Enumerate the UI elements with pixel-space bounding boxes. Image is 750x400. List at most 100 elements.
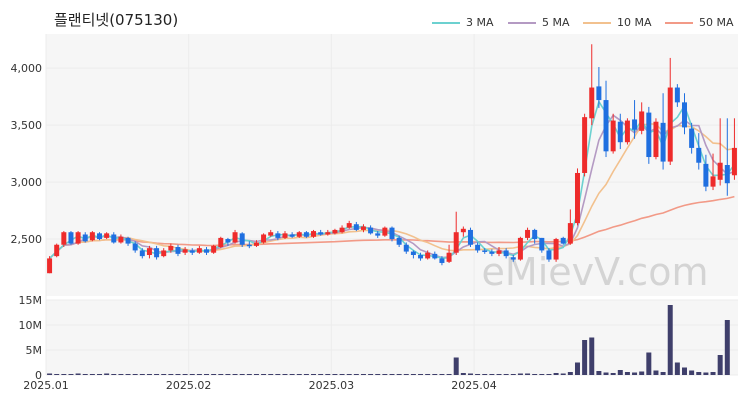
- candle-body: [318, 232, 324, 235]
- candle-body: [546, 250, 552, 260]
- candle-body: [225, 239, 231, 243]
- candle-body: [689, 128, 695, 148]
- candle-body: [54, 244, 60, 257]
- volume-bar: [211, 374, 217, 375]
- candle-body: [232, 232, 238, 243]
- candle-body: [589, 87, 595, 119]
- candle-body: [89, 232, 95, 241]
- candle-body: [253, 242, 259, 246]
- date-tick-label: 2025.03: [309, 379, 355, 392]
- volume-bar: [589, 337, 595, 375]
- candle-body: [339, 227, 345, 233]
- volume-bar: [68, 374, 74, 375]
- volume-bar: [346, 374, 352, 375]
- volume-tick-label: 10M: [19, 319, 43, 332]
- legend-label: 5 MA: [542, 16, 570, 29]
- legend-ma50: 50 MA: [665, 16, 734, 29]
- volume-bar: [539, 374, 545, 375]
- volume-bar: [689, 370, 695, 375]
- volume-bar: [389, 374, 395, 375]
- candle-body: [196, 248, 202, 253]
- volume-bar: [574, 362, 580, 375]
- candle-body: [632, 119, 638, 130]
- volume-plot-area: [46, 300, 738, 375]
- candle-body: [246, 244, 252, 247]
- candle-body: [489, 251, 495, 254]
- volume-bar: [161, 374, 167, 375]
- candle-body: [660, 122, 666, 162]
- candle-body: [410, 251, 416, 255]
- candle-body: [125, 237, 131, 244]
- volume-bar: [617, 370, 623, 375]
- candle-body: [482, 250, 488, 252]
- volume-bar: [175, 374, 181, 375]
- candle-body: [653, 121, 659, 158]
- candle-body: [610, 120, 616, 152]
- volume-bar: [667, 305, 673, 375]
- volume-bar: [425, 374, 431, 375]
- candle-body: [332, 229, 338, 234]
- volume-bar: [517, 373, 523, 375]
- volume-bar: [724, 320, 730, 375]
- candle-body: [139, 250, 145, 257]
- volume-bar: [168, 374, 174, 375]
- volume-bar: [717, 355, 723, 375]
- candle-body: [111, 234, 117, 243]
- candle-body: [346, 223, 352, 228]
- candle-body: [603, 100, 609, 152]
- volume-bar: [596, 371, 602, 375]
- volume-bar: [339, 374, 345, 375]
- volume-bar: [311, 374, 317, 375]
- volume-bar: [82, 374, 88, 375]
- volume-bar: [360, 374, 366, 375]
- volume-bar: [296, 374, 302, 375]
- volume-bar: [325, 374, 331, 375]
- legend-swatch: [432, 21, 460, 24]
- candle-body: [146, 248, 152, 255]
- volume-bar: [496, 374, 502, 375]
- candle-body: [268, 232, 274, 236]
- candle-body: [446, 252, 452, 262]
- chart-title: 플랜티넷(075130): [54, 11, 179, 29]
- candle-body: [204, 249, 210, 253]
- candle-body: [82, 234, 88, 242]
- volume-bar: [467, 373, 473, 375]
- volume-bar: [674, 362, 680, 375]
- volume-bar: [118, 374, 124, 375]
- candle-body: [118, 236, 124, 243]
- volume-bar: [403, 374, 409, 375]
- legend-swatch: [665, 21, 693, 24]
- candle-body: [368, 227, 374, 234]
- candle-body: [360, 226, 366, 230]
- volume-bar: [218, 374, 224, 375]
- legend-swatch: [508, 21, 536, 24]
- candle-body: [460, 228, 466, 233]
- candle-body: [525, 229, 531, 238]
- candle-body: [496, 250, 502, 254]
- candle-body: [503, 250, 509, 257]
- volume-bar: [696, 372, 702, 375]
- volume-bar: [660, 372, 666, 375]
- volume-bar: [482, 374, 488, 375]
- volume-bar: [61, 374, 67, 375]
- watermark-text: eMievV.com: [482, 250, 709, 294]
- candle-body: [696, 147, 702, 163]
- candle-body: [261, 234, 267, 243]
- volume-bar: [89, 374, 95, 375]
- legend-ma5: 5 MA: [508, 16, 570, 29]
- candle-body: [596, 86, 602, 101]
- candle-body: [582, 117, 588, 173]
- volume-bar: [368, 374, 374, 375]
- volume-bar: [460, 373, 466, 375]
- candle-body: [296, 232, 302, 237]
- volume-bar: [396, 374, 402, 375]
- legend-label: 10 MA: [617, 16, 652, 29]
- volume-bar: [418, 374, 424, 375]
- candle-body: [289, 234, 295, 237]
- price-tick-label: 3,000: [11, 176, 43, 189]
- volume-bar: [510, 374, 516, 375]
- legend-label: 50 MA: [699, 16, 734, 29]
- volume-bar: [47, 373, 53, 375]
